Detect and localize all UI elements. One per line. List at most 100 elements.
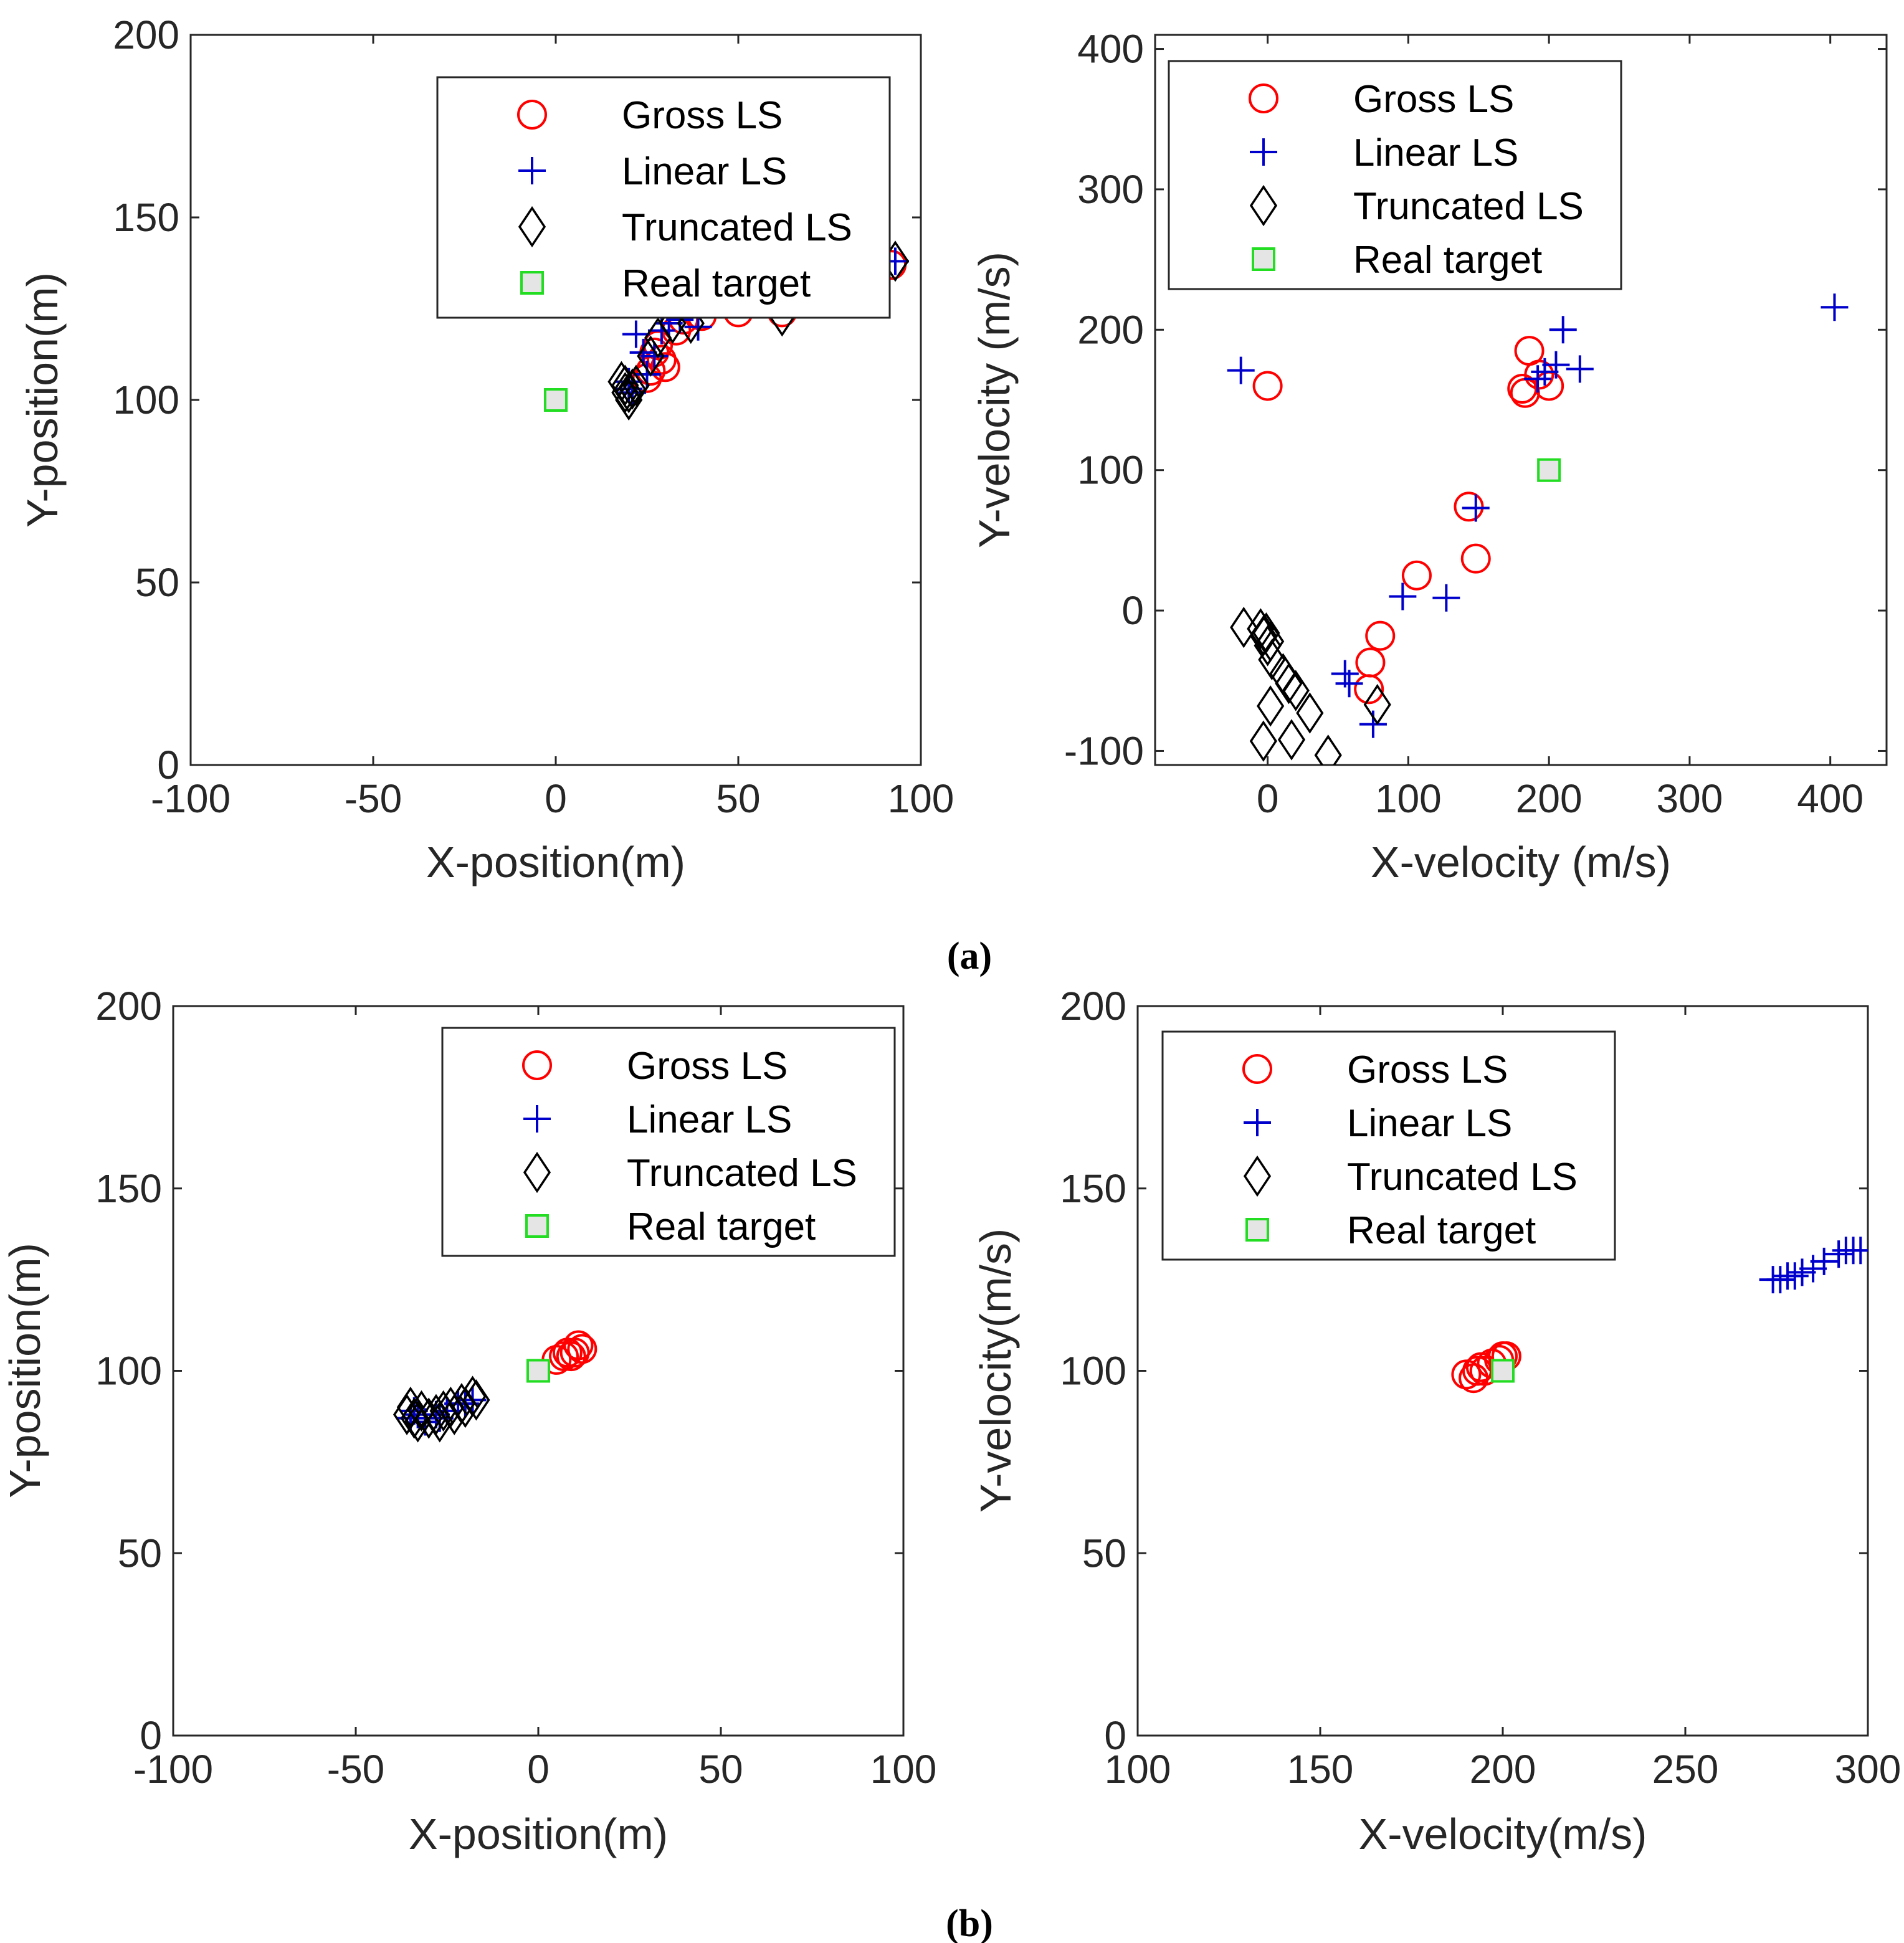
x-tick-label: 300 [1835, 1747, 1902, 1792]
legend-label: Real target [627, 1205, 816, 1248]
y-tick-label: 400 [1077, 27, 1144, 72]
y-tick-label: 200 [95, 984, 162, 1029]
data-point-plus [1847, 1237, 1868, 1265]
data-point-diamond [1277, 719, 1306, 761]
x-tick-label: 0 [1257, 776, 1279, 821]
data-point-plus [622, 320, 650, 348]
legend-marker-plus [1250, 138, 1277, 166]
data-layer [1451, 1237, 1868, 1394]
data-point-diamond [1247, 608, 1275, 650]
data-point-plus [1549, 316, 1577, 344]
legend-label: Gross LS [622, 94, 783, 137]
data-point-plus [1825, 1240, 1853, 1268]
legend-label: Real target [1353, 239, 1542, 282]
legend-marker-diamond [1243, 1155, 1272, 1197]
data-point-circle [1462, 1356, 1492, 1386]
data-point-plus [1462, 494, 1490, 522]
x-tick-label: -100 [151, 776, 231, 821]
y-tick-label: 0 [1104, 1713, 1126, 1758]
y-tick-label: 100 [1060, 1349, 1126, 1394]
data-point-plus [1542, 351, 1570, 379]
y-tick-label: 0 [157, 743, 179, 787]
data-point-plus [422, 1400, 450, 1428]
y-axis-label: Y-position(m) [18, 272, 67, 528]
data-point-square [544, 388, 568, 412]
x-tick-label: -50 [327, 1747, 385, 1792]
y-tick-label: 100 [1077, 448, 1144, 493]
data-point-diamond [1257, 685, 1285, 727]
legend-box [441, 1027, 896, 1257]
data-point-circle [1460, 543, 1491, 574]
data-point-diamond [1296, 692, 1324, 734]
data-layer [1227, 293, 1849, 765]
legend-marker-diamond [1249, 184, 1278, 227]
legend-label: Linear LS [1353, 131, 1518, 174]
data-point-plus [629, 338, 657, 366]
x-axis-label: X-velocity(m/s) [1359, 1810, 1647, 1858]
data-point-diamond [1254, 625, 1282, 667]
legend-label: Truncated LS [1353, 185, 1584, 228]
x-tick-label: -100 [133, 1747, 213, 1792]
data-point-diamond [1252, 612, 1280, 654]
data-point-circle [1365, 620, 1396, 651]
data-point-square [1491, 1359, 1515, 1383]
data-point-plus [1799, 1255, 1827, 1283]
x-tick-label: 100 [870, 1747, 937, 1792]
legend-label: Linear LS [1347, 1102, 1512, 1145]
y-tick-label: 100 [113, 378, 179, 422]
data-point-plus [1524, 365, 1552, 393]
x-axis-label: X-position(m) [409, 1810, 668, 1858]
data-point-plus [1788, 1258, 1816, 1286]
plot-a-position: -100 -50 0 50 100 0 50 100 150 200 X-position(m) Y-… [18, 12, 954, 886]
legend-label: Gross LS [627, 1045, 788, 1088]
legend-label: Gross LS [1347, 1048, 1508, 1091]
data-layer [393, 1330, 597, 1443]
data-point-diamond [611, 372, 639, 414]
data-point-diamond [396, 1386, 425, 1428]
data-point-plus [1335, 670, 1363, 698]
legend-label: Real target [1347, 1209, 1536, 1252]
data-point-circle [646, 344, 677, 375]
plot-b-velocity: 100 150 200 250 300 0 50 100 150 200 X-velocity(m/… [971, 984, 1901, 1858]
data-point-diamond [637, 335, 665, 377]
y-tick-label: 50 [1082, 1531, 1126, 1575]
legend-marker-square [1245, 1218, 1269, 1242]
x-tick-label: 400 [1797, 776, 1864, 821]
legend-marker-diamond [523, 1151, 551, 1194]
legend-marker-plus [1244, 1109, 1271, 1136]
x-tick-label: 200 [1470, 1747, 1536, 1792]
y-tick-label: 200 [1060, 984, 1126, 1029]
y-tick-label: 200 [1077, 307, 1144, 352]
data-point-plus [1821, 293, 1849, 321]
legend-marker-circle [522, 1050, 552, 1080]
data-point-circle [559, 1337, 590, 1368]
data-point-diamond [1275, 663, 1303, 705]
y-tick-label: 300 [1077, 167, 1144, 212]
data-point-diamond [451, 1386, 479, 1428]
x-tick-label: 300 [1657, 776, 1723, 821]
data-point-circle [1354, 674, 1384, 705]
data-point-plus [1432, 584, 1460, 612]
data-point-plus [1389, 582, 1417, 610]
legend-marker-plus [518, 157, 546, 184]
caption-b: (b) [946, 1903, 993, 1943]
data-point-circle [1524, 359, 1554, 390]
legend-marker-square [525, 1214, 549, 1238]
data-point-diamond [1249, 720, 1277, 762]
data-point-plus [1531, 358, 1559, 386]
legend: Gross LS Linear LS Truncated LS Real target [1161, 1030, 1616, 1261]
legend: Gross LS Linear LS Truncated LS Real target [441, 1027, 896, 1257]
legend: Gross LS Linear LS Truncated LS Real target [1168, 60, 1622, 290]
legend-marker-square [1252, 247, 1275, 271]
data-point-plus [1810, 1247, 1838, 1275]
x-tick-label: 50 [698, 1747, 743, 1792]
y-axis-label: Y-velocity (m/s) [970, 252, 1019, 548]
x-axis-label: X-position(m) [426, 838, 685, 886]
x-tick-label: 100 [1105, 1747, 1171, 1792]
legend-label: Linear LS [627, 1098, 792, 1141]
legend-label: Linear LS [622, 150, 787, 193]
data-point-diamond [429, 1390, 457, 1432]
x-tick-label: 50 [716, 776, 760, 821]
data-point-diamond [1363, 683, 1391, 726]
